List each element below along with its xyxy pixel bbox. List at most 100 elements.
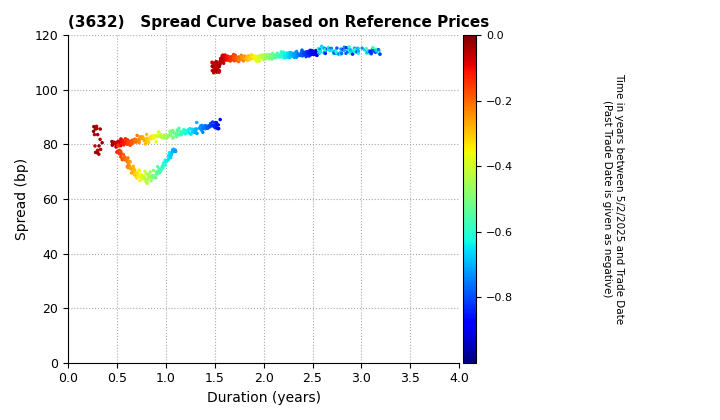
Point (197, 129, 209, 136)
Point (176, 131, 187, 138)
Point (222, 54, 233, 60)
Point (114, 142, 125, 149)
Point (208, 123, 220, 129)
Point (356, 45, 368, 52)
Point (279, 51, 290, 58)
Point (141, 139, 153, 145)
Point (338, 44, 350, 51)
Point (256, 54, 268, 60)
Point (232, 55, 243, 62)
Point (262, 53, 274, 60)
Point (247, 53, 258, 60)
Point (217, 52, 228, 59)
Point (154, 132, 166, 139)
Point (291, 51, 302, 58)
Point (201, 124, 212, 131)
Point (239, 53, 251, 60)
Point (168, 148, 180, 155)
Point (256, 53, 268, 60)
Point (132, 173, 143, 180)
Point (326, 47, 338, 54)
Point (291, 54, 302, 60)
Point (240, 55, 252, 62)
Point (145, 135, 156, 142)
Point (270, 52, 282, 59)
Point (243, 54, 255, 61)
Point (132, 173, 144, 180)
Point (148, 174, 160, 181)
Point (284, 49, 295, 56)
Point (229, 55, 240, 62)
Point (226, 55, 238, 61)
Point (300, 52, 312, 59)
Point (208, 66, 220, 72)
Point (351, 49, 362, 55)
Point (219, 55, 230, 61)
Point (141, 180, 153, 187)
Point (310, 51, 322, 58)
Point (279, 55, 290, 61)
Point (191, 126, 202, 132)
Point (171, 127, 183, 134)
Point (116, 150, 127, 157)
Point (338, 46, 349, 53)
Point (112, 142, 124, 149)
Point (266, 55, 278, 62)
Point (114, 141, 125, 148)
Y-axis label: Spread (bp): Spread (bp) (15, 158, 29, 240)
Point (214, 67, 225, 74)
Point (325, 45, 337, 52)
Point (141, 131, 153, 138)
Point (231, 55, 243, 61)
Point (311, 52, 323, 59)
Point (141, 177, 153, 184)
Point (269, 52, 281, 59)
Point (300, 53, 312, 60)
Point (159, 134, 171, 141)
Point (372, 47, 383, 54)
Point (297, 52, 308, 59)
Point (329, 49, 341, 55)
Point (294, 52, 306, 59)
Point (156, 166, 167, 173)
Point (343, 44, 355, 50)
Point (252, 54, 264, 61)
Point (210, 119, 221, 126)
Point (255, 54, 266, 61)
Point (122, 140, 134, 147)
Point (159, 162, 171, 168)
Point (170, 148, 181, 155)
Point (244, 56, 256, 63)
Point (116, 139, 127, 146)
Point (118, 142, 130, 148)
Point (238, 54, 249, 60)
Point (143, 173, 155, 180)
Point (299, 49, 310, 55)
Point (265, 53, 276, 60)
Point (122, 155, 134, 161)
Point (338, 47, 350, 54)
Point (208, 122, 220, 129)
Point (122, 136, 133, 143)
Point (148, 173, 159, 179)
Point (373, 50, 384, 56)
Point (210, 58, 222, 65)
Point (153, 170, 164, 176)
Point (361, 49, 373, 55)
Point (305, 50, 317, 56)
Point (233, 57, 245, 63)
Point (362, 48, 374, 55)
Point (127, 168, 139, 174)
Point (92, 131, 104, 138)
Point (367, 44, 379, 51)
Point (137, 174, 148, 181)
Point (330, 50, 341, 56)
Point (372, 47, 383, 54)
Point (215, 58, 227, 65)
Point (246, 55, 258, 61)
Point (115, 148, 127, 155)
Point (226, 54, 238, 60)
Point (143, 171, 154, 178)
Point (373, 49, 384, 55)
Point (274, 53, 286, 60)
